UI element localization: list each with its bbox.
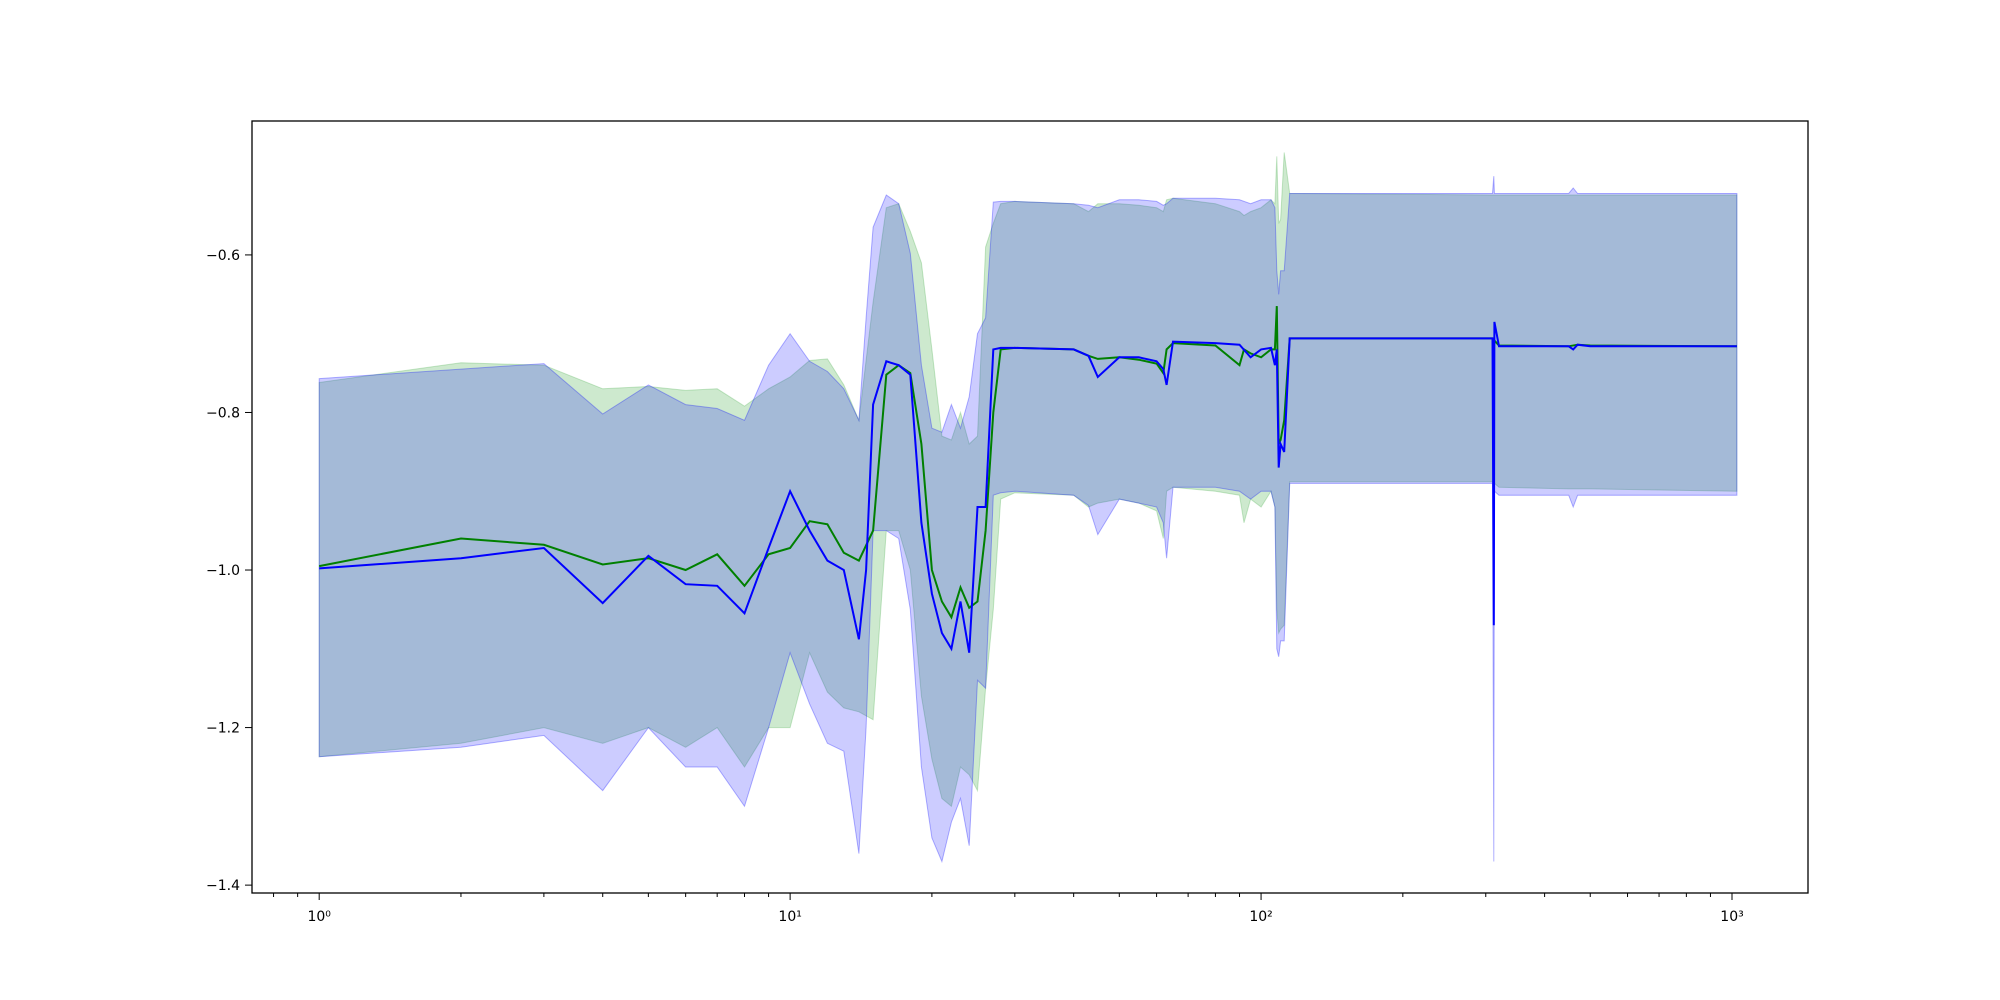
axes: 10⁰ 10¹ 10² 10³ −0.6 −0.8 −1.0 −1.2 −1.4 [206,248,1744,925]
axes-frame [251,120,1809,894]
x-tick-label: 10¹ [778,909,801,925]
x-tick-label: 10³ [1720,909,1743,925]
plot-area [318,152,1738,864]
y-tick-label: −1.0 [206,563,240,579]
series-2-mean-line [319,321,1737,653]
y-tick-label: −0.8 [206,405,240,421]
x-tick-label: 10⁰ [307,909,331,925]
y-tick-label: −0.6 [206,248,240,264]
series-1-confidence-band [318,152,1738,808]
y-tick-label: −1.4 [206,878,240,894]
y-tick-label: −1.2 [206,721,240,737]
series-2-confidence-band [318,176,1738,864]
x-tick-label: 10² [1249,909,1272,925]
